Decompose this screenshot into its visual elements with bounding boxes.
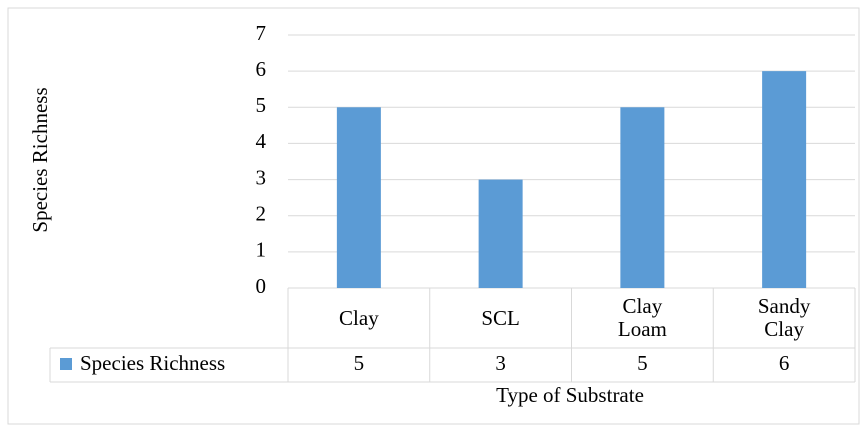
y-tick-label: 5 <box>256 93 267 117</box>
bar <box>762 71 807 289</box>
table-value: 6 <box>779 351 790 375</box>
legend-label: Species Richness <box>80 351 225 375</box>
x-tick-label: Clay <box>339 305 379 330</box>
x-tick-label: Sandy Clay <box>757 294 811 341</box>
table-value: 5 <box>637 351 648 375</box>
y-tick-label: 0 <box>256 274 267 298</box>
y-tick-label: 6 <box>256 57 267 81</box>
legend-swatch <box>60 358 72 370</box>
y-tick-label: 7 <box>256 21 267 45</box>
x-tick-label: Clay Loam <box>617 294 667 341</box>
y-axis-label: Species Richness <box>28 87 52 232</box>
y-tick-label: 3 <box>256 165 267 189</box>
table-value: 3 <box>495 351 506 375</box>
table-value: 5 <box>354 351 365 375</box>
y-tick-label: 4 <box>256 129 267 153</box>
x-tick-label: SCL <box>481 305 520 330</box>
bar <box>620 107 665 289</box>
y-tick-label: 2 <box>256 202 267 226</box>
x-axis-label: Type of Substrate <box>496 383 644 407</box>
bar <box>478 179 523 288</box>
chart-frame <box>7 7 860 425</box>
bar <box>336 107 381 289</box>
y-tick-label: 1 <box>256 238 267 262</box>
